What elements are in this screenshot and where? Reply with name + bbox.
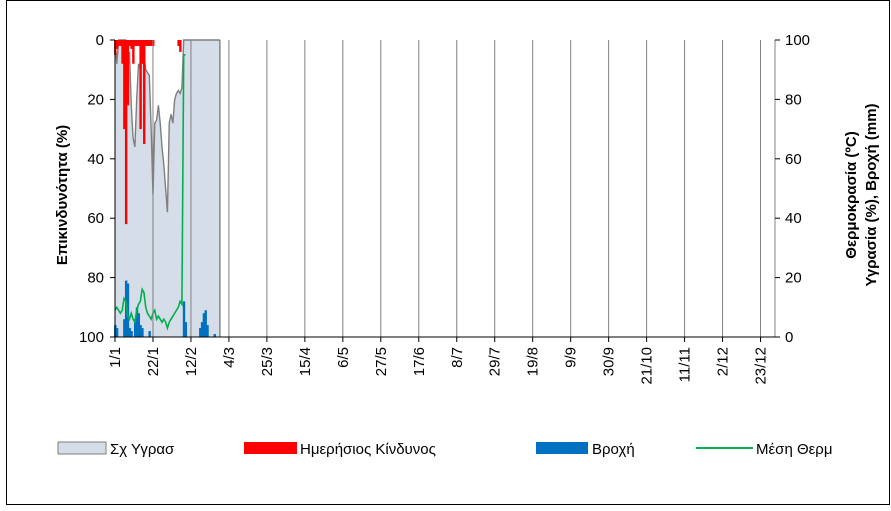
x-tick-label: 30/9 [601, 347, 618, 376]
risk-bar [146, 40, 150, 46]
x-tick-label: 2/12 [715, 347, 732, 376]
rain-bar [115, 328, 119, 337]
rain-bar [128, 328, 131, 337]
rain-bar [141, 328, 144, 337]
risk-bar [137, 40, 141, 46]
x-tick-label: 11/11 [677, 347, 694, 382]
rain-bar [182, 301, 186, 337]
left-tick-label: 80 [87, 270, 104, 287]
rain-bar [200, 322, 204, 337]
legend-swatch-rain [536, 442, 588, 454]
risk-bar [115, 40, 119, 49]
plot-area [114, 39, 221, 337]
risk-bar [139, 40, 142, 130]
x-tick-label: 8/7 [449, 347, 466, 368]
risk-bar [135, 40, 139, 46]
left-tick-label: 100 [79, 329, 104, 346]
rain-bar [139, 325, 142, 337]
right-tick-label: 20 [785, 270, 802, 287]
risk-bar [123, 40, 126, 130]
rain-bar [137, 313, 141, 337]
risk-bar [132, 40, 135, 64]
x-tick-label: 19/8 [525, 347, 542, 376]
x-tick-label: 1/1 [107, 347, 124, 368]
left-tick-label: 0 [96, 32, 104, 49]
x-tick-label: 27/5 [373, 347, 390, 376]
rain-bar [133, 319, 137, 337]
legend-swatch-humidity [57, 441, 107, 455]
rain-bar [123, 319, 126, 337]
rain-bar [206, 325, 209, 337]
x-tick-label: 22/1 [145, 347, 162, 376]
x-tick-label: 21/10 [639, 347, 656, 385]
right-axis-title-line1: Θερμοκρασία (ºC) [843, 131, 860, 258]
risk-bar [119, 40, 122, 46]
risk-bar [124, 40, 128, 225]
risk-bar [177, 40, 180, 46]
rain-bar [204, 310, 207, 337]
risk-bar [143, 40, 146, 144]
risk-bar [130, 40, 133, 49]
legend-label-temp: Μέση Θερμ [756, 441, 832, 458]
temperature-line [114, 54, 186, 331]
x-tick-label: 25/3 [259, 347, 276, 376]
rain-bar [202, 313, 206, 337]
right-tick-label: 80 [785, 91, 802, 108]
rain-bar [148, 331, 151, 337]
risk-bar [148, 40, 151, 46]
rain-bar [199, 328, 202, 337]
left-tick-label: 20 [87, 91, 104, 108]
x-tick-label: 4/3 [221, 347, 238, 368]
left-axis-title: Επικινδυνότητα (%) [54, 125, 71, 265]
left-tick-label: 40 [87, 151, 104, 168]
risk-bar [128, 40, 131, 46]
rain-bar [135, 307, 139, 337]
rain-bar [130, 331, 133, 337]
rain-bar [184, 322, 188, 337]
risk-bar [121, 40, 124, 64]
risk-bar [179, 40, 182, 52]
right-tick-label: 0 [785, 329, 793, 346]
right-tick-label: 40 [785, 210, 802, 227]
rain-bar [213, 334, 216, 337]
risk-bar [141, 40, 144, 64]
x-tick-label: 6/5 [335, 347, 352, 368]
x-tick-label: 15/4 [297, 347, 314, 376]
x-tick-label: 9/9 [563, 347, 580, 368]
right-tick-label: 60 [785, 151, 802, 168]
rain-bar [126, 283, 130, 337]
x-tick-label: 29/7 [487, 347, 504, 376]
legend-swatch-risk [244, 442, 297, 454]
x-tick-label: 12/2 [183, 347, 200, 376]
right-tick-label: 100 [785, 32, 810, 49]
risk-bar [144, 40, 148, 46]
right-axis-title-line2: Υγρασία (%), Βροχή (mm) [863, 103, 880, 286]
risk-bar [150, 40, 153, 46]
humidity-area-outline [114, 39, 220, 213]
risk-bar [117, 40, 121, 46]
legend-label-humidity: Σχ Υγρασ [110, 441, 175, 458]
risk-bar [126, 40, 130, 106]
left-tick-label: 60 [87, 210, 104, 227]
x-tick-label: 23/12 [753, 347, 770, 385]
x-tick-label: 17/6 [411, 347, 428, 376]
axes: 0 20 40 60 80 100 100 80 60 40 20 0 1/1 22/1 12/2 4/3 25… [79, 32, 810, 385]
legend-label-rain: Βροχή [592, 441, 635, 458]
legend: Σχ Υγρασ Ημερήσιος Κίνδυνος Βροχή Μέση Θ… [57, 441, 832, 458]
legend-label-risk: Ημερήσιος Κίνδυνος [300, 441, 436, 458]
risk-bar [133, 40, 137, 46]
